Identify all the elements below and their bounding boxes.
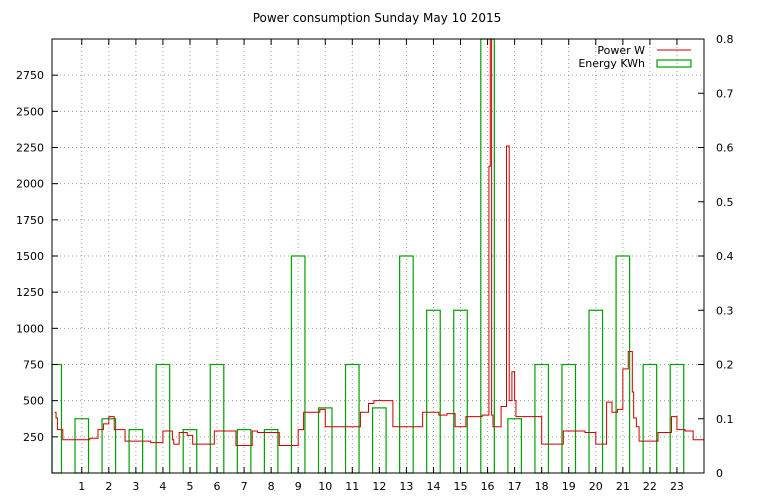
legend-label-power: Power W bbox=[597, 44, 645, 57]
x-tick-label: 23 bbox=[670, 480, 684, 493]
energy-bar bbox=[101, 418, 117, 474]
x-tick-label: 9 bbox=[295, 480, 302, 493]
x-tick-label: 22 bbox=[643, 480, 657, 493]
energy-bar bbox=[74, 418, 90, 474]
axis-ticks: 1 2 3 4 5 6 7 8 9 10 11 12 13 14 15 16 17 18 19 20 21 22 23250… bbox=[16, 33, 734, 493]
chart-title: Power consumption Sunday May 10 2015 bbox=[253, 11, 502, 25]
x-tick-label: 4 bbox=[159, 480, 166, 493]
power-series bbox=[54, 38, 704, 447]
y2-tick-label: 0.3 bbox=[716, 304, 734, 317]
power-line bbox=[54, 38, 704, 447]
y2-tick-label: 0.5 bbox=[716, 196, 734, 209]
x-tick-label: 11 bbox=[345, 480, 359, 493]
x-tick-label: 20 bbox=[589, 480, 603, 493]
energy-bar bbox=[561, 363, 577, 474]
x-tick-label: 5 bbox=[186, 480, 193, 493]
x-tick-label: 7 bbox=[241, 480, 248, 493]
x-tick-label: 14 bbox=[426, 480, 440, 493]
y2-tick-label: 0.4 bbox=[716, 250, 734, 263]
y-tick-label: 1000 bbox=[16, 322, 44, 335]
energy-bar bbox=[209, 363, 225, 474]
y-tick-label: 2750 bbox=[16, 69, 44, 82]
y2-tick-label: 0.2 bbox=[716, 359, 734, 372]
x-tick-label: 15 bbox=[454, 480, 468, 493]
x-tick-label: 6 bbox=[214, 480, 221, 493]
y2-tick-label: 0.7 bbox=[716, 87, 734, 100]
y-tick-label: 1250 bbox=[16, 286, 44, 299]
y-tick-label: 500 bbox=[23, 395, 44, 408]
y-tick-label: 1500 bbox=[16, 250, 44, 263]
x-tick-label: 8 bbox=[268, 480, 275, 493]
x-tick-label: 18 bbox=[535, 480, 549, 493]
x-tick-label: 16 bbox=[481, 480, 495, 493]
x-tick-label: 12 bbox=[372, 480, 386, 493]
y-tick-label: 2250 bbox=[16, 142, 44, 155]
x-tick-label: 17 bbox=[508, 480, 522, 493]
energy-bar bbox=[642, 363, 658, 474]
y2-tick-label: 0.8 bbox=[716, 33, 734, 46]
x-tick-label: 2 bbox=[105, 480, 112, 493]
y2-tick-label: 0.6 bbox=[716, 142, 734, 155]
legend-swatch-energy bbox=[656, 59, 692, 68]
y-tick-label: 1750 bbox=[16, 214, 44, 227]
y-tick-label: 250 bbox=[23, 431, 44, 444]
y2-tick-label: 0 bbox=[716, 467, 723, 480]
energy-bar bbox=[615, 255, 631, 474]
x-tick-label: 19 bbox=[562, 480, 576, 493]
x-tick-label: 10 bbox=[318, 480, 332, 493]
energy-bar bbox=[344, 363, 360, 474]
legend-label-energy: Energy KWh bbox=[578, 57, 645, 70]
energy-bar bbox=[507, 418, 522, 474]
x-tick-label: 21 bbox=[616, 480, 630, 493]
energy-bar bbox=[51, 363, 63, 474]
y2-tick-label: 0.1 bbox=[716, 413, 734, 426]
x-tick-label: 3 bbox=[132, 480, 139, 493]
y-tick-label: 2500 bbox=[16, 105, 44, 118]
y-tick-label: 2000 bbox=[16, 178, 44, 191]
energy-bar bbox=[155, 363, 171, 474]
y-tick-label: 750 bbox=[23, 359, 44, 372]
x-tick-label: 1 bbox=[78, 480, 85, 493]
energy-bar bbox=[399, 255, 414, 474]
x-tick-label: 13 bbox=[399, 480, 413, 493]
